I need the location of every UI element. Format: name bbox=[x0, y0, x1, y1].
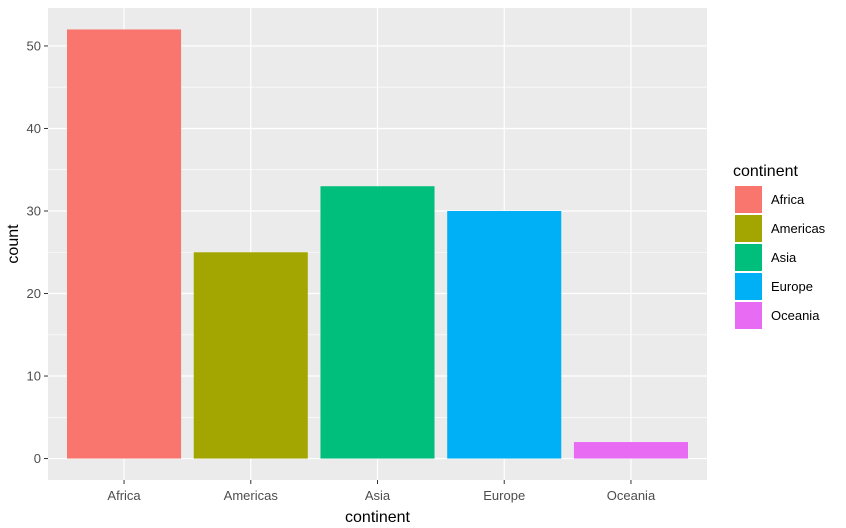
bar-africa bbox=[67, 29, 182, 459]
x-tick-label: Asia bbox=[365, 488, 391, 503]
legend-key-africa bbox=[735, 186, 762, 213]
legend-label: Americas bbox=[771, 221, 826, 236]
y-tick-label: 40 bbox=[27, 121, 41, 136]
x-axis-title: continent bbox=[345, 509, 410, 526]
x-tick-label: Americas bbox=[224, 488, 279, 503]
y-tick-label: 0 bbox=[34, 451, 41, 466]
x-axis-ticks: Africa Americas Asia Europe Oceania bbox=[107, 480, 656, 503]
bar-americas bbox=[193, 252, 308, 459]
legend-key-asia bbox=[735, 244, 762, 271]
bar-europe bbox=[447, 210, 562, 459]
legend-key-americas bbox=[735, 215, 762, 242]
legend-label: Europe bbox=[771, 279, 813, 294]
bars bbox=[67, 29, 688, 459]
legend: continent Africa Americas Asia Europe Oceani… bbox=[733, 163, 826, 329]
y-axis-title: count bbox=[5, 224, 22, 264]
y-tick-label: 30 bbox=[27, 203, 41, 218]
y-axis-ticks: 0 10 20 30 40 50 bbox=[27, 38, 48, 466]
legend-key-europe bbox=[735, 273, 762, 300]
legend-label: Africa bbox=[771, 192, 805, 207]
x-tick-label: Oceania bbox=[607, 488, 656, 503]
x-tick-label: Europe bbox=[483, 488, 525, 503]
x-tick-label: Africa bbox=[107, 488, 141, 503]
y-tick-label: 10 bbox=[27, 369, 41, 384]
legend-key-oceania bbox=[735, 302, 762, 329]
y-tick-label: 50 bbox=[27, 38, 41, 53]
legend-label: Oceania bbox=[771, 308, 820, 323]
legend-items: Africa Americas Asia Europe Oceania bbox=[735, 186, 826, 329]
bar-oceania bbox=[573, 442, 688, 459]
legend-label: Asia bbox=[771, 250, 797, 265]
legend-title: continent bbox=[733, 163, 798, 180]
bar-asia bbox=[320, 186, 435, 459]
y-tick-label: 20 bbox=[27, 286, 41, 301]
